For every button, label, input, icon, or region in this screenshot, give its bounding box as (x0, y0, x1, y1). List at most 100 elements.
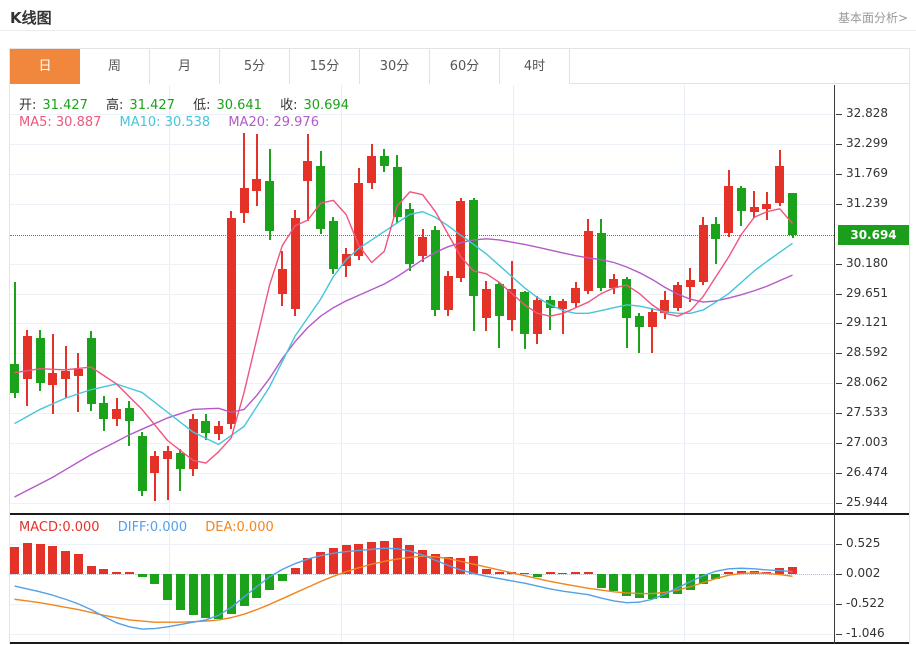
macd-bar-positive (124, 572, 134, 574)
dea-value: DEA:0.000 (205, 520, 274, 535)
price-axis-label: 29.121 (846, 315, 888, 330)
macd-bar-positive (418, 549, 428, 574)
price-gridline (10, 503, 834, 504)
price-tick (836, 503, 842, 504)
candle-body (660, 300, 670, 314)
price-axis-line (834, 85, 835, 644)
tab-60分[interactable]: 60分 (430, 49, 500, 84)
macd-bar-negative (150, 574, 160, 585)
candle-wick (255, 134, 258, 206)
tab-周[interactable]: 周 (80, 49, 150, 84)
vertical-gridline (684, 515, 685, 642)
price-gridline (10, 293, 834, 295)
candle-body (290, 217, 300, 309)
macd-bar-negative (277, 574, 287, 581)
price-gridline (10, 473, 834, 475)
macd-bar-positive (10, 547, 19, 574)
candle-body (609, 278, 619, 289)
macd-bar-negative (698, 574, 708, 585)
price-tick (836, 173, 842, 175)
macd-axis-label: -0.522 (846, 596, 885, 611)
tab-4时[interactable]: 4时 (500, 49, 570, 84)
macd-bar-positive (392, 538, 402, 574)
price-tick (836, 203, 842, 205)
macd-bar-positive (112, 571, 122, 574)
candle-body (571, 287, 581, 304)
candle-body (86, 338, 96, 404)
candle-body (698, 225, 708, 283)
candle-body (316, 165, 326, 230)
tab-30分[interactable]: 30分 (360, 49, 430, 84)
candle-body (405, 209, 415, 265)
candle-body (201, 421, 211, 434)
macd-bar-negative (532, 574, 542, 577)
price-gridline (10, 114, 834, 115)
candle-body (418, 236, 428, 257)
candle-body (456, 200, 466, 278)
candle-body (22, 335, 32, 379)
macd-bar-positive (736, 570, 746, 574)
candle-body (10, 364, 19, 394)
macd-bar-positive (22, 543, 32, 574)
macd-tick (836, 604, 842, 606)
candle-body (392, 167, 402, 217)
macd-bar-positive (788, 567, 797, 574)
macd-bar-negative (214, 574, 224, 619)
price-tick (836, 443, 842, 445)
macd-bar-positive (520, 572, 530, 574)
price-gridline (10, 143, 834, 145)
candle-body (188, 419, 198, 469)
macd-bar-positive (762, 571, 772, 574)
price-axis-label: 28.592 (846, 345, 888, 360)
price-gridline (10, 443, 834, 445)
candle-body (775, 166, 785, 204)
candle-body (583, 230, 593, 291)
macd-gridline (10, 543, 834, 545)
macd-bar-negative (711, 574, 721, 579)
macd-bar-negative (673, 574, 683, 595)
macd-bar-negative (188, 574, 198, 616)
candle-body (532, 299, 542, 335)
macd-bar-negative (265, 574, 275, 591)
macd-bar-positive (583, 572, 593, 574)
price-tick (836, 263, 842, 265)
price-axis-label: 27.003 (846, 435, 888, 450)
price-tick (836, 413, 842, 415)
low-label: 低: (193, 98, 211, 113)
candle-body (685, 280, 695, 288)
candle-body (788, 193, 797, 235)
price-gridline (10, 323, 834, 325)
tab-5分[interactable]: 5分 (220, 49, 290, 84)
ma-legend: MA5: 30.887 MA10: 30.538 MA20: 29.976 (19, 115, 325, 130)
price-tick (836, 323, 842, 325)
candle-body (443, 276, 453, 310)
chart-area[interactable]: 32.828 32.299 31.769 31.239 30.180 29.651 29.1… (10, 84, 909, 644)
macd-bar-positive (73, 553, 83, 574)
candle-body (494, 283, 504, 317)
candle-body (736, 188, 746, 211)
open-value: 31.427 (42, 98, 88, 113)
fundamental-analysis-link[interactable]: 基本面分析> (837, 11, 908, 25)
candle-body (354, 183, 364, 257)
tab-15分[interactable]: 15分 (290, 49, 360, 84)
price-gridline (10, 353, 834, 355)
vertical-gridline (684, 85, 685, 513)
macd-axis-label: 0.002 (846, 566, 881, 580)
candle-body (73, 369, 83, 377)
macd-bar-positive (775, 568, 785, 574)
tab-月[interactable]: 月 (150, 49, 220, 84)
macd-bar-negative (647, 574, 657, 600)
macd-bar-negative (175, 574, 185, 610)
price-gridline (10, 383, 834, 385)
candle-body (379, 156, 389, 167)
tab-日[interactable]: 日 (10, 49, 80, 84)
candle-body (163, 451, 173, 460)
price-tick (836, 473, 842, 475)
candle-body (99, 403, 109, 420)
candle-body (762, 203, 772, 210)
price-axis-label: 27.533 (846, 405, 888, 420)
macd-bar-positive (341, 545, 351, 574)
macd-bar-negative (622, 574, 632, 596)
candle-body (749, 206, 759, 212)
candle-body (214, 426, 224, 435)
